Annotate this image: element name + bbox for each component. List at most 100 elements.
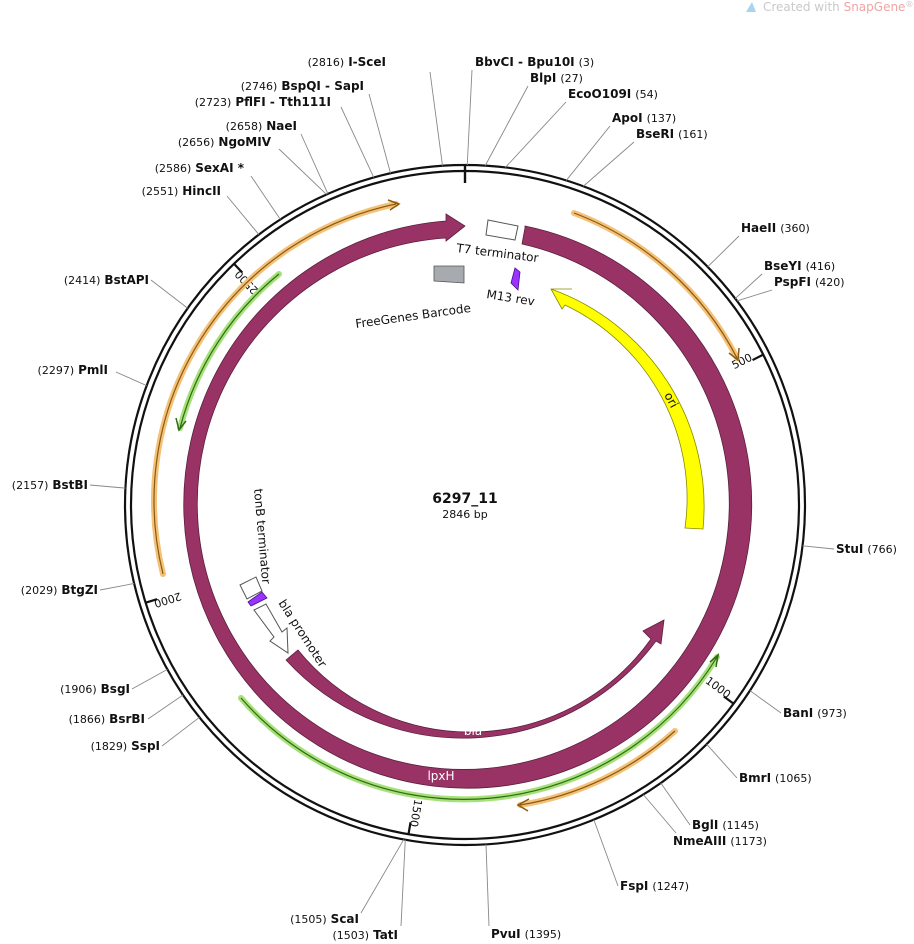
tick-mark [723, 695, 735, 705]
tick-label: 1500 [407, 798, 425, 828]
enzyme-label: (1829) SspI [91, 737, 160, 754]
enzyme-position: (2586) [155, 162, 192, 175]
enzyme-position: (2658) [226, 120, 263, 133]
enzyme-name: BmrI [739, 771, 771, 785]
enzyme-name: BglI [692, 818, 718, 832]
enzyme-name: BlpI [530, 71, 556, 85]
enzyme-site-bseyi: BseYI (416) [734, 259, 836, 299]
enzyme-position: (2414) [64, 274, 101, 287]
enzyme-site-bseri: BseRI (161) [583, 127, 708, 187]
enzyme-name: BsrBI [109, 712, 145, 726]
enzyme-name: Tth111I [279, 95, 331, 109]
enzyme-site-pmli: (2297) PmlI [38, 363, 147, 387]
enzyme-site-ecori-top: (2816) I-SceI [308, 53, 443, 166]
enzyme-position: (137) [647, 112, 677, 125]
enzyme-name: I-SceI [348, 55, 386, 69]
freegenes-barcode-box [433, 265, 465, 284]
enzyme-name: BseRI [636, 127, 674, 141]
enzyme-position: (161) [678, 128, 708, 141]
enzyme-leader-line [485, 844, 490, 927]
enzyme-label: (2816) I-SceI [308, 53, 386, 70]
enzyme-name: ApoI [612, 111, 643, 125]
enzyme-position: (3) [579, 56, 595, 69]
enzyme-leader-line [749, 690, 782, 714]
enzyme-leader-line [736, 289, 773, 302]
enzyme-name: BspQI [281, 79, 321, 93]
enzyme-leader-line [300, 133, 329, 195]
tick-label: 2000 [152, 589, 183, 610]
tonb-terminator-box [239, 576, 263, 600]
enzyme-position: (766) [867, 543, 897, 556]
enzyme-position: (2723) [195, 96, 232, 109]
enzyme-site-scai: (1505) ScaI [290, 839, 405, 927]
primer-purple-left [247, 591, 268, 607]
enzyme-position: (1503) [332, 929, 369, 942]
enzyme-site-apoi: ApoI (137) [565, 111, 677, 181]
tick-mark [752, 353, 764, 362]
bla-promoter-arrow [253, 603, 289, 654]
m13-rev-label: M13 rev [486, 287, 536, 308]
plasmid-length: 2846 bp [442, 508, 487, 521]
enzyme-label: NmeAIII (1173) [673, 832, 767, 849]
enzyme-site-bmri: BmrI (1065) [706, 743, 812, 785]
enzyme-label: (2656) NgoMIV [178, 133, 272, 150]
enzyme-label: (1906) BsgI [60, 680, 130, 697]
enzyme-leader-line [505, 101, 567, 168]
enzyme-label: BbvCI - Bpu10I (3) [475, 53, 594, 70]
enzyme-leader-line [466, 69, 473, 166]
enzyme-label: StuI (766) [836, 540, 897, 557]
enzyme-position: (416) [806, 260, 836, 273]
enzyme-leader-line [250, 175, 281, 220]
enzyme-name: BbvCI [475, 55, 514, 69]
enzyme-name: NgoMIV [218, 135, 271, 149]
enzyme-site-btgzi: (2029) BtgZI [21, 583, 135, 597]
enzyme-leader-line [360, 839, 405, 914]
enzyme-site-ngomiv: (2656) NgoMIV [178, 133, 327, 195]
enzyme-leader-line [565, 125, 611, 181]
enzyme-leader-line [734, 273, 763, 299]
enzyme-label: (2723) PflFI - Tth111I [195, 93, 331, 110]
enzyme-name: PflFI [235, 95, 265, 109]
enzyme-name: PvuI [491, 927, 521, 941]
enzyme-site-bsrbi: (1866) BsrBI [69, 694, 184, 727]
enzyme-site-nmeaiii: NmeAIII (1173) [642, 794, 767, 849]
tick-mark [233, 263, 244, 274]
t7-terminator-box [485, 219, 519, 241]
enzyme-site-bstbi: (2157) BstBI [12, 478, 126, 492]
enzyme-name: HaeII [741, 221, 776, 235]
enzyme-label: (1503) TatI [332, 926, 398, 943]
enzyme-position: (54) [635, 88, 658, 101]
enzyme-leader-line [593, 819, 619, 887]
enzyme-name: BsgI [101, 682, 130, 696]
lpxh-label: lpxH [427, 769, 454, 783]
enzyme-position: (1866) [69, 713, 106, 726]
enzyme-name: BanI [783, 706, 813, 720]
enzyme-leader-line [278, 148, 327, 195]
enzyme-position: (2746) [241, 80, 278, 93]
enzyme-position: (27) [560, 72, 583, 85]
enzyme-site-naei: (2658) NaeI [226, 119, 329, 195]
enzyme-name: StuI [836, 542, 863, 556]
enzyme-label: (2586) SexAI * [155, 159, 245, 176]
enzyme-label: BlpI (27) [530, 69, 583, 86]
enzyme-label: (2414) BstAPI [64, 271, 149, 288]
enzyme-leader-line [340, 106, 375, 178]
enzyme-name: BtgZI [61, 583, 98, 597]
enzyme-site-fspi: FspI (1247) [593, 819, 689, 893]
enzyme-leader-line [583, 141, 635, 187]
enzyme-position: (420) [815, 276, 845, 289]
ori-feature [550, 288, 705, 530]
plasmid-name: 6297_11 [432, 491, 497, 507]
enzyme-leader-line [150, 279, 188, 309]
enzyme-name: FspI [620, 879, 648, 893]
enzyme-label: (1866) BsrBI [69, 710, 145, 727]
watermark-text: Created with SnapGene® [763, 0, 913, 14]
enzyme-name: SapI [334, 79, 364, 93]
enzyme-site-tati: (1503) TatI [332, 839, 406, 943]
enzyme-leader-line [89, 484, 126, 489]
thin-feature-arrows [151, 199, 740, 812]
enzyme-name: SexAI * [195, 161, 244, 175]
enzyme-label: (1505) ScaI [290, 910, 359, 927]
enzyme-label: BglI (1145) [692, 816, 759, 833]
